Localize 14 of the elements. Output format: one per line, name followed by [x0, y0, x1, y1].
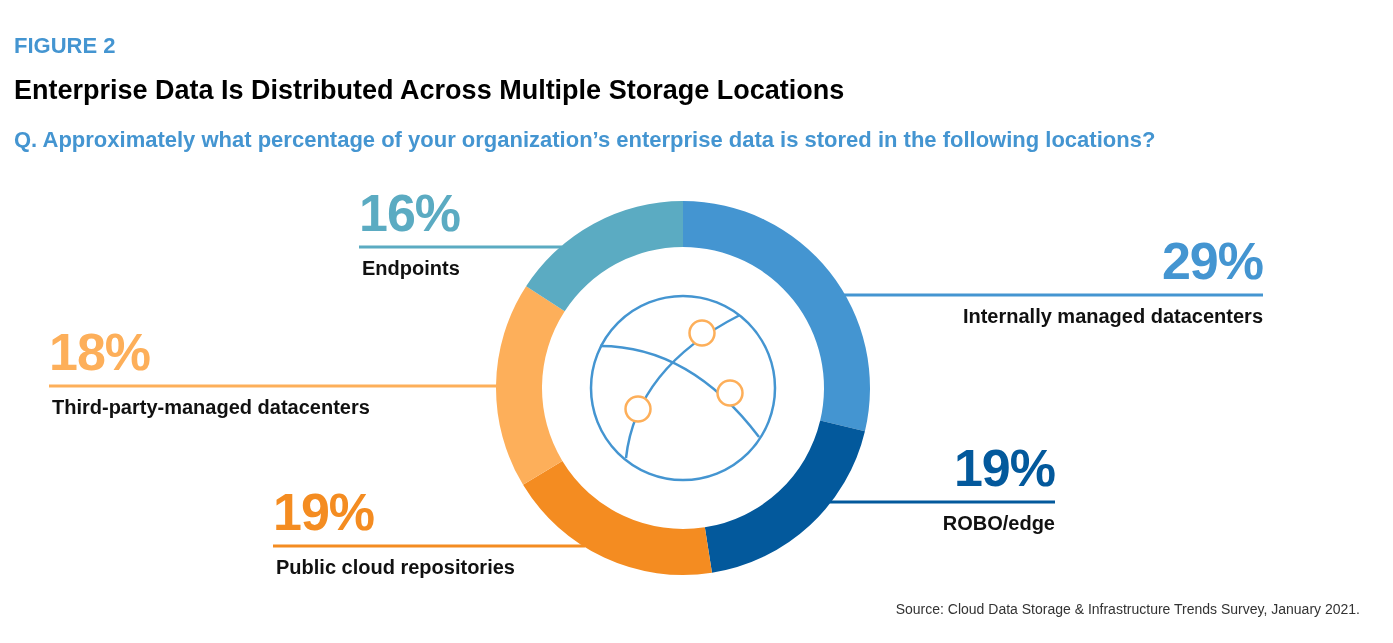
chart-title: Enterprise Data Is Distributed Across Multiple Storage Locations [14, 75, 845, 105]
data-label: 18% [49, 323, 151, 381]
slice-label: Third-party-managed datacenters [52, 396, 370, 418]
data-label: 29% [1161, 232, 1263, 290]
chart-subtitle: Q. Approximately what percentage of your organization’s enterprise data is stored in the following locations? [14, 127, 1156, 152]
data-label: 16% [359, 184, 461, 242]
data-label: 19% [273, 483, 375, 541]
slice-label: Public cloud repositories [276, 556, 515, 578]
data-label: 19% [953, 439, 1055, 497]
slice-label: Endpoints [362, 257, 460, 279]
slice-label: ROBO/edge [942, 512, 1055, 534]
caption: FIGURE 2 [14, 33, 116, 58]
slice-label: Internally managed datacenters [962, 305, 1263, 327]
source-note: Source: Cloud Data Storage & Infrastructure Trends Survey, January 2021. [895, 601, 1360, 617]
